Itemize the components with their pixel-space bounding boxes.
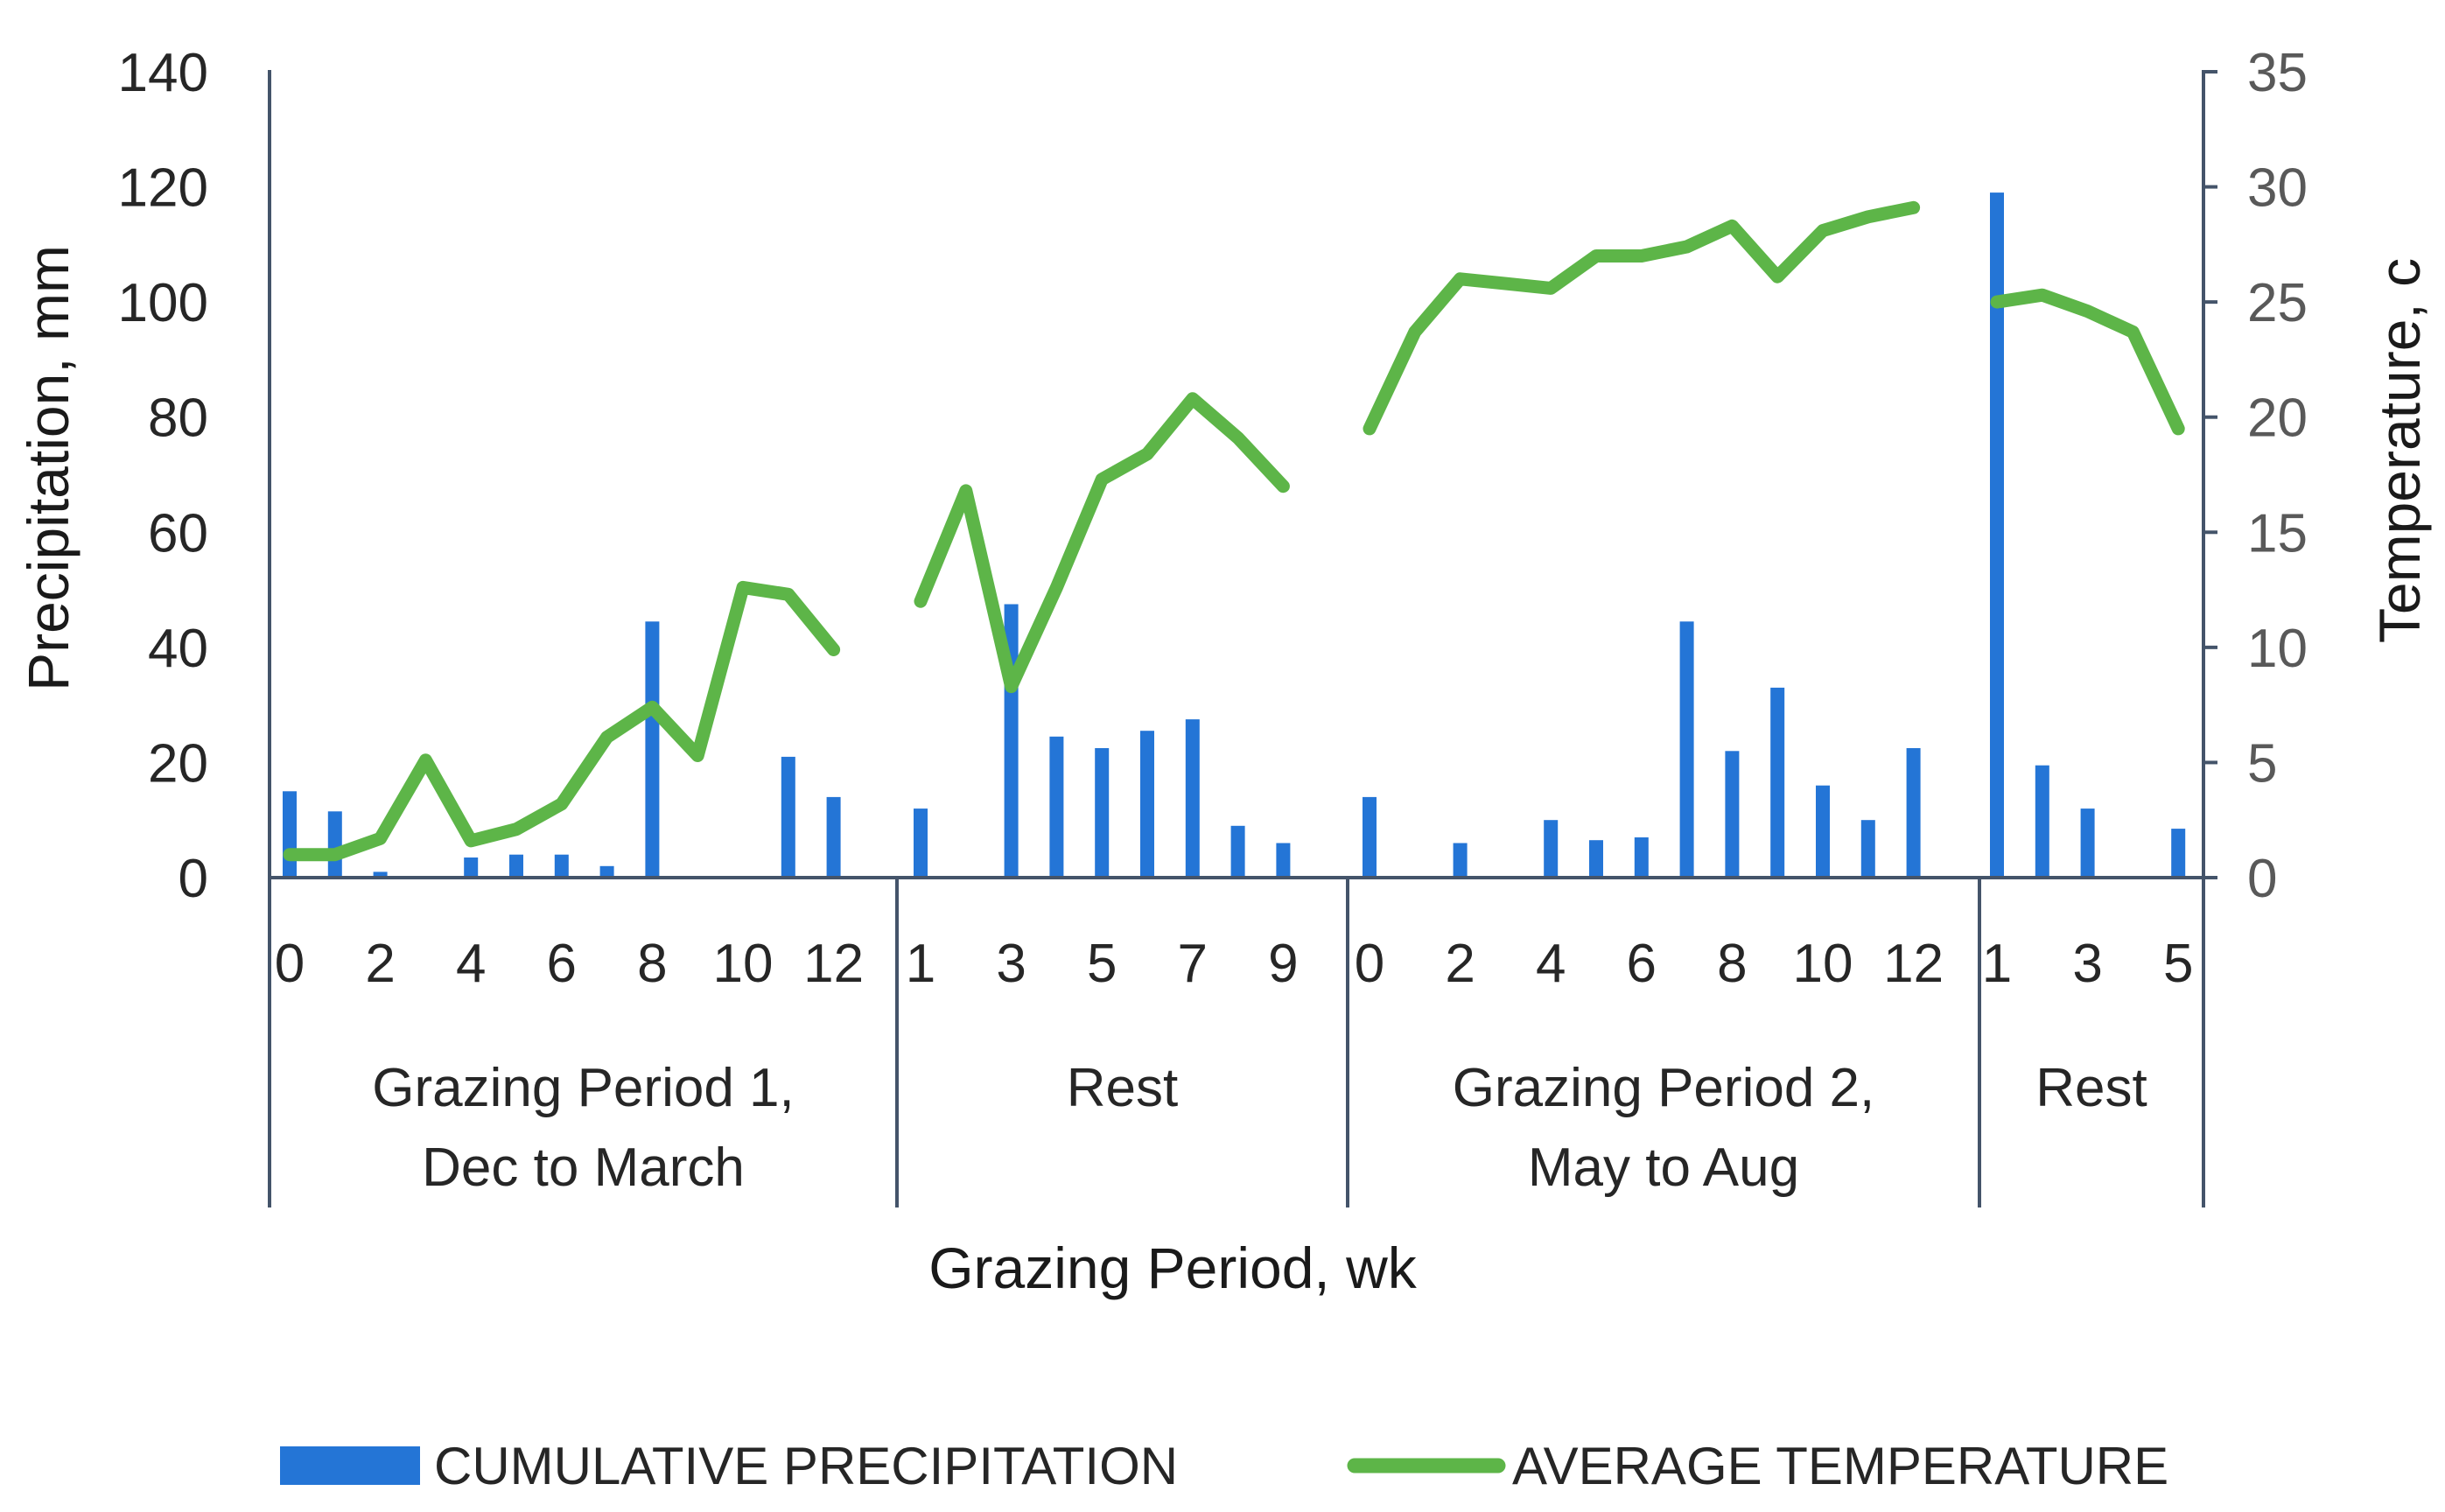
- y-tick-label: 140: [118, 43, 208, 103]
- x-tick-label: 6: [547, 934, 577, 994]
- y-tick-label: 20: [148, 733, 208, 794]
- precip-bar: [1770, 687, 1785, 878]
- y-tick-label: 80: [148, 388, 208, 449]
- legend-label-precipitation: CUMULATIVE PRECIPITATION: [434, 1437, 1178, 1495]
- precip-bar: [1990, 192, 2004, 878]
- precip-bar: [1816, 785, 1830, 878]
- temperature-line: [283, 580, 841, 862]
- precip-bar: [373, 872, 388, 878]
- precip-bar: [1725, 751, 1740, 878]
- group-label: Rest: [2035, 1058, 2147, 1118]
- group-label: Grazing Period 2,: [1453, 1058, 1874, 1118]
- x-tick-label: 7: [1178, 934, 1208, 994]
- y-tick-label: 120: [118, 158, 208, 219]
- precip-bar: [1276, 843, 1291, 878]
- x-tick-label: 9: [1268, 934, 1298, 994]
- y2-tick-label: 30: [2247, 158, 2308, 219]
- x-tick-label: 2: [365, 934, 395, 994]
- y2-tick-label: 10: [2247, 619, 2308, 679]
- x-axis-title: Grazing Period, wk: [928, 1236, 1418, 1300]
- temperature-line: [914, 392, 1290, 694]
- precip-bar: [599, 865, 614, 878]
- y-axis-title: Precipitation, mm: [16, 245, 81, 691]
- y2-tick-label: 5: [2247, 733, 2277, 794]
- y2-tick-label: 25: [2247, 273, 2308, 333]
- x-tick-label: 0: [1355, 934, 1384, 994]
- axes: [268, 70, 2217, 1208]
- precip-bar: [1230, 825, 1245, 878]
- precip-bar: [1363, 796, 1377, 878]
- precip-bar: [1544, 820, 1559, 878]
- precip-bar: [509, 854, 523, 878]
- x-tick-label: 3: [2072, 934, 2102, 994]
- precip-bar: [327, 811, 342, 878]
- precip-bar: [554, 854, 569, 878]
- precip-bar: [283, 791, 297, 878]
- precip-bar: [1589, 840, 1603, 878]
- x-tick-label: 1: [906, 934, 935, 994]
- y-tick-label: 0: [179, 849, 208, 909]
- y2-tick-label: 35: [2247, 43, 2308, 103]
- precip-bar: [1906, 748, 1921, 878]
- x-tick-label: 10: [1793, 934, 1853, 994]
- y-tick-label: 100: [118, 273, 208, 333]
- temperature-line: [1990, 288, 2185, 436]
- precip-bar: [1185, 719, 1200, 878]
- x-tick-label: 1: [1982, 934, 2012, 994]
- temperature-lines: [283, 200, 2185, 862]
- precip-bar: [781, 756, 795, 878]
- x-tick-label: 0: [275, 934, 305, 994]
- y2-tick-label: 0: [2247, 849, 2277, 909]
- precip-bar: [1140, 731, 1154, 878]
- x-tick-label: 4: [1536, 934, 1566, 994]
- y2-tick-label: 20: [2247, 388, 2308, 449]
- x-tick-label: 8: [1717, 934, 1747, 994]
- precip-bar: [645, 621, 660, 878]
- precip-bar: [2035, 765, 2049, 878]
- group-label: Rest: [1067, 1058, 1178, 1118]
- precip-bar: [1860, 820, 1875, 878]
- x-tick-label: 12: [1883, 934, 1944, 994]
- x-tick-label: 3: [996, 934, 1026, 994]
- legend-swatch-precipitation: [280, 1446, 420, 1485]
- x-tick-label: 6: [1627, 934, 1657, 994]
- precip-bar: [1095, 748, 1110, 878]
- x-tick-label: 10: [713, 934, 774, 994]
- y-tick-label: 40: [148, 619, 208, 679]
- precip-bar: [2080, 808, 2095, 878]
- x-tick-label: 5: [2163, 934, 2193, 994]
- precip-bar: [914, 808, 928, 878]
- legend: CUMULATIVE PRECIPITATION AVERAGE TEMPERA…: [280, 1437, 2168, 1495]
- precip-bar: [1453, 843, 1468, 878]
- precip-bar: [826, 796, 841, 878]
- y2-tick-label: 15: [2247, 503, 2308, 564]
- temperature-line: [1363, 200, 1921, 436]
- x-tick-label: 12: [803, 934, 864, 994]
- y2-axis-title: Temperature, c: [2367, 258, 2432, 643]
- legend-label-temperature: AVERAGE TEMPERATURE: [1512, 1437, 2168, 1495]
- y-tick-label: 60: [148, 503, 208, 564]
- precip-bar: [1634, 837, 1649, 878]
- group-label-line2: May to Aug: [1528, 1138, 1799, 1198]
- group-label-line2: Dec to March: [422, 1138, 745, 1198]
- x-tick-label: 8: [637, 934, 667, 994]
- precip-bar: [464, 858, 479, 878]
- precip-bar: [2171, 829, 2186, 878]
- precip-bar: [1679, 621, 1694, 878]
- x-tick-label: 2: [1445, 934, 1475, 994]
- precip-bar: [1049, 736, 1064, 878]
- x-tick-label: 5: [1087, 934, 1117, 994]
- x-tick-label: 4: [456, 934, 486, 994]
- group-label: Grazing Period 1,: [372, 1058, 794, 1118]
- precipitation-bars: [283, 192, 2186, 878]
